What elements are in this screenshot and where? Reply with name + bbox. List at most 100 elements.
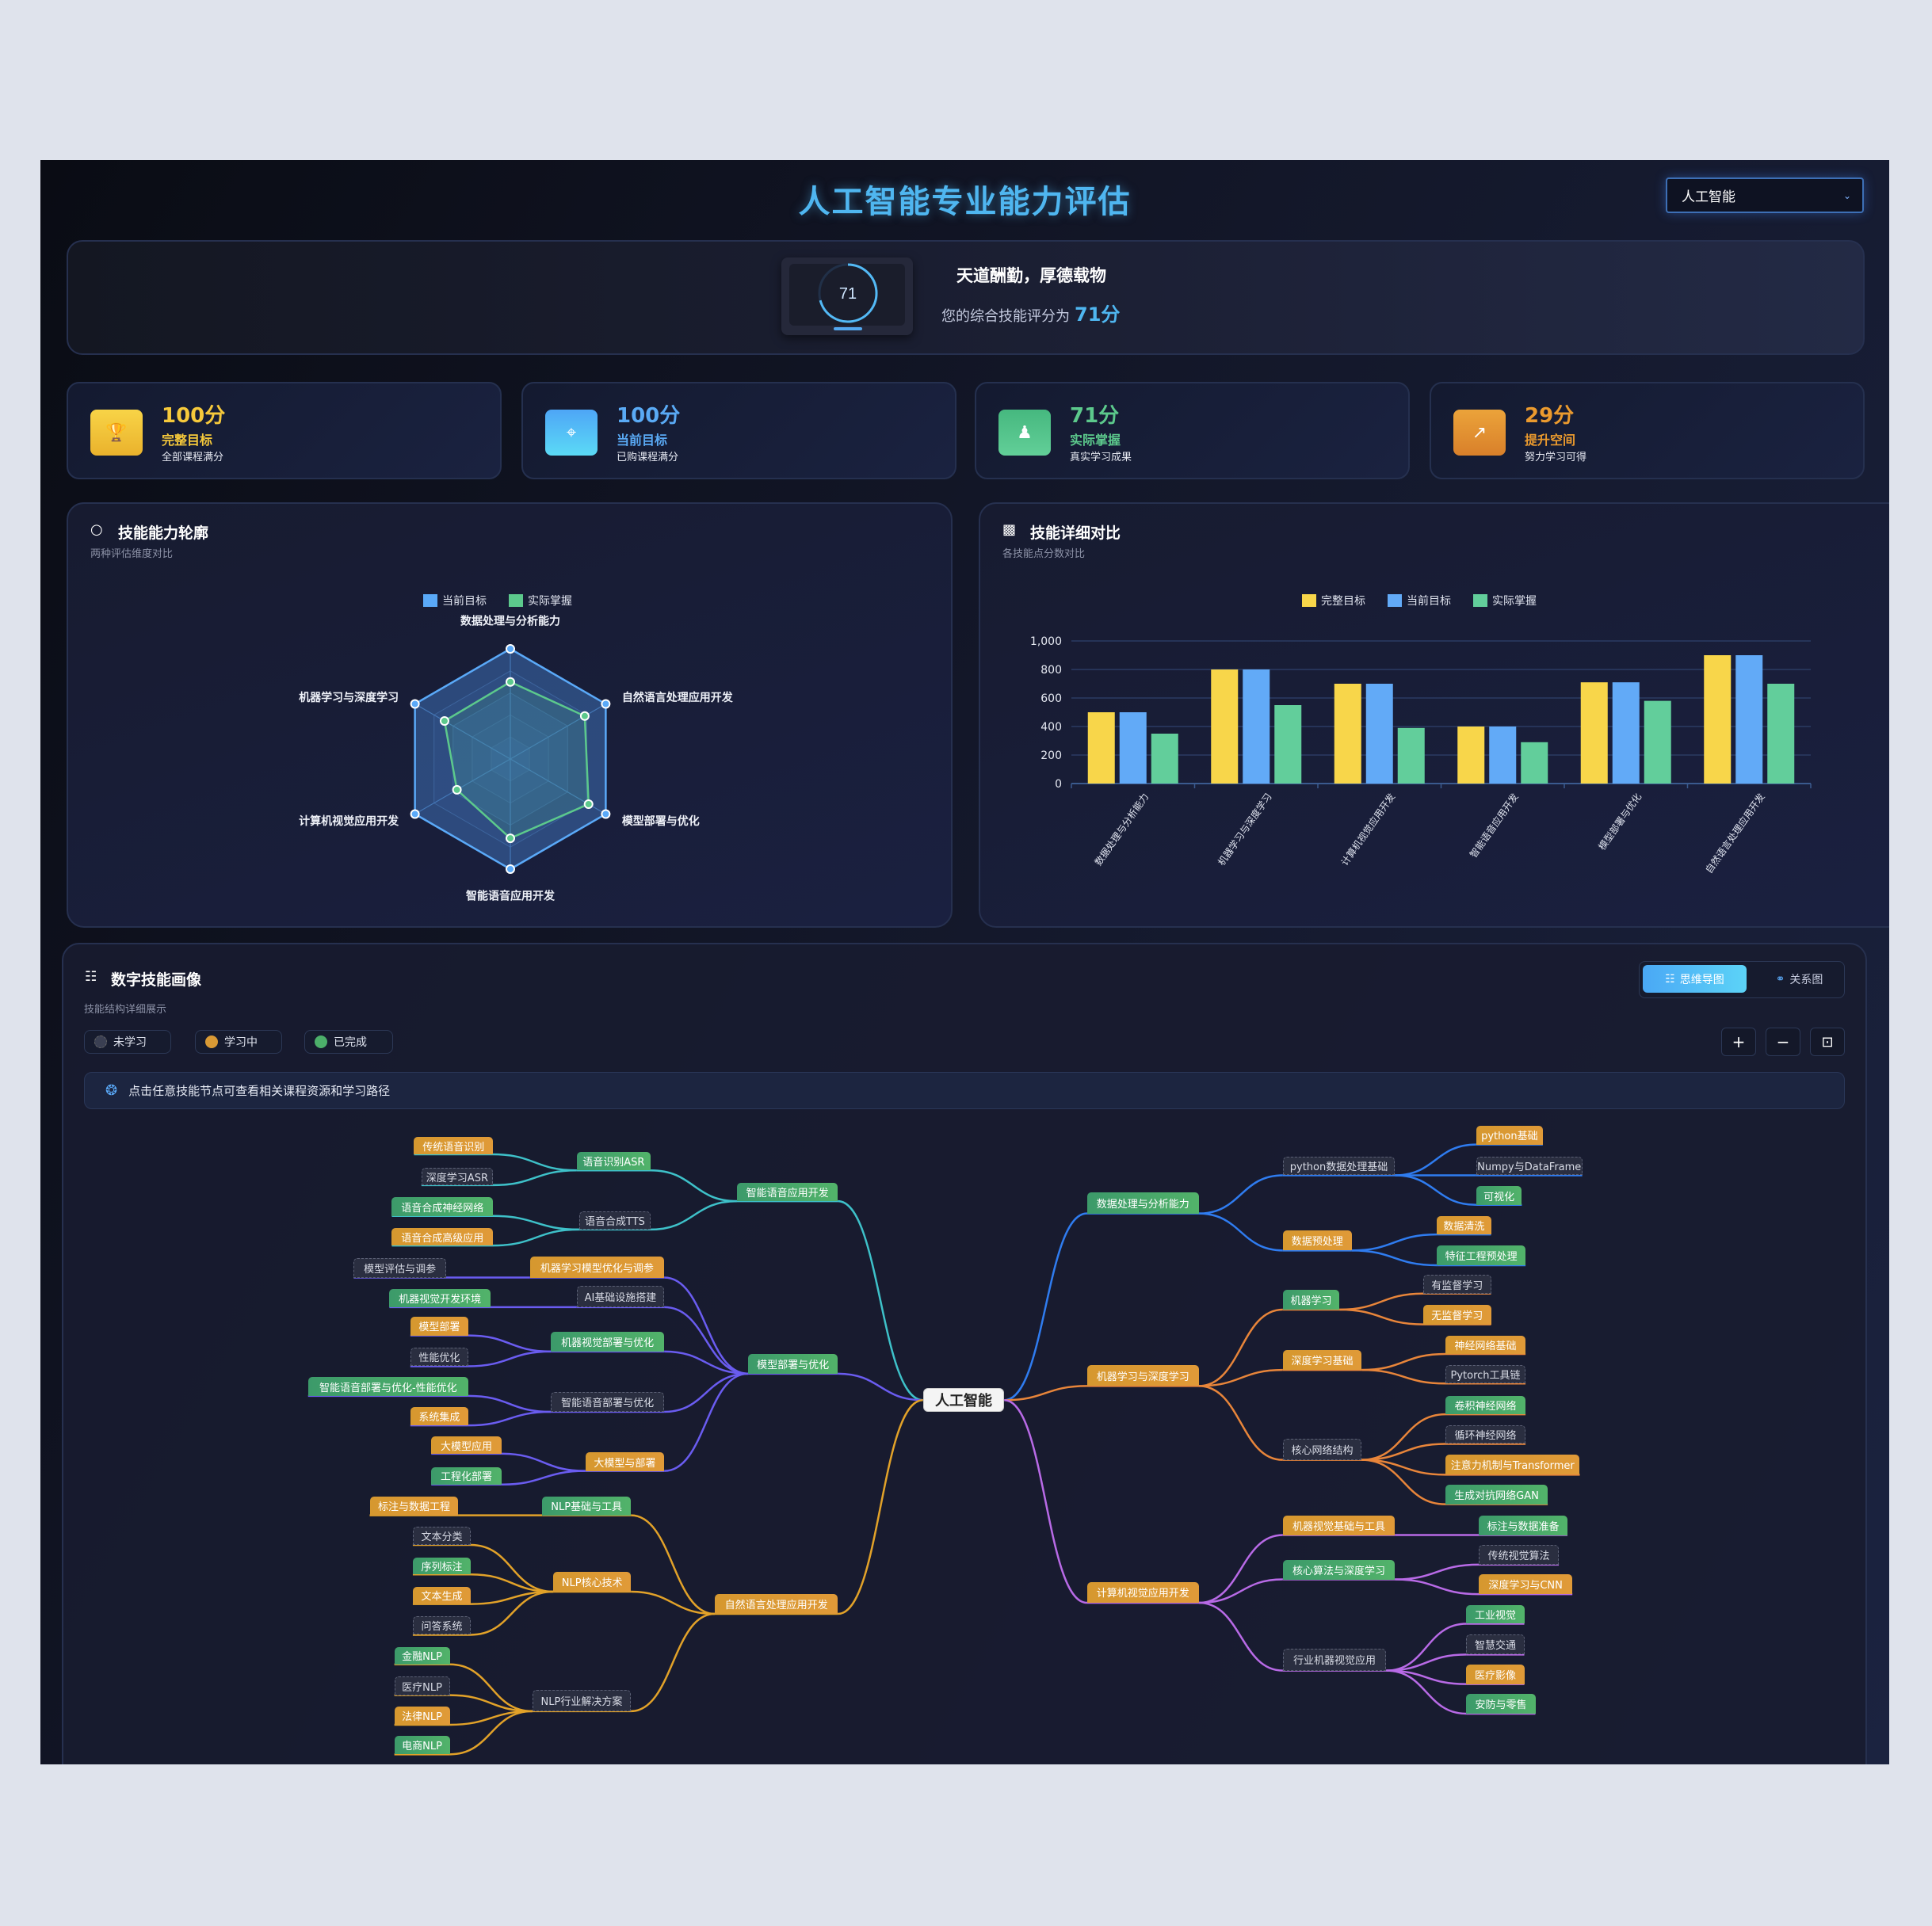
- mindmap-node[interactable]: 语音识别ASR: [576, 1151, 651, 1171]
- mindmap-node[interactable]: 注意力机制与Transformer: [1445, 1455, 1580, 1475]
- mindmap-node[interactable]: 行业机器视觉应用: [1282, 1648, 1387, 1671]
- mindmap-node[interactable]: 无监督学习: [1423, 1304, 1491, 1325]
- mindmap-node[interactable]: 法律NLP: [394, 1706, 450, 1725]
- bar-1: [1489, 727, 1517, 784]
- mindmap-node[interactable]: 金融NLP: [394, 1647, 450, 1665]
- mindmap-node[interactable]: 神经网络基础: [1445, 1335, 1526, 1354]
- mindmap-node[interactable]: 工业视觉: [1466, 1605, 1525, 1624]
- mindmap-node[interactable]: 机器视觉部署与优化: [551, 1331, 665, 1352]
- mindmap-node[interactable]: 机器学习: [1282, 1290, 1340, 1310]
- mindmap-node[interactable]: AI基础设施搭建: [576, 1286, 665, 1307]
- legend-swatch: [1388, 594, 1402, 607]
- mindmap-node[interactable]: NLP核心技术: [553, 1572, 632, 1592]
- mindmap-node[interactable]: 卷积神经网络: [1445, 1395, 1526, 1415]
- mindmap-node[interactable]: NLP基础与工具: [542, 1497, 632, 1516]
- mindmap-node[interactable]: 智慧交通: [1466, 1634, 1525, 1655]
- mindmap-node[interactable]: 传统语音识别: [414, 1137, 493, 1155]
- mindmap-node[interactable]: 深度学习与CNN: [1479, 1574, 1573, 1595]
- mindmap-node[interactable]: Pytorch工具链: [1445, 1364, 1526, 1384]
- mindmap-node[interactable]: 模型评估与调参: [353, 1257, 446, 1278]
- mindmap-node[interactable]: 模型部署: [410, 1317, 468, 1336]
- mindmap-node[interactable]: 生成对抗网络GAN: [1445, 1484, 1548, 1505]
- mindmap-node[interactable]: 语音合成高级应用: [391, 1228, 493, 1246]
- mindmap-node[interactable]: 模型部署与优化: [747, 1353, 838, 1374]
- fit-view-button[interactable]: ⊡: [1810, 1028, 1845, 1056]
- stat-card: ♟ 71分 实际掌握 真实学习成果: [975, 382, 1410, 479]
- tab-relation-graph[interactable]: ⚭ 关系图: [1757, 965, 1842, 993]
- legend-swatch: [423, 594, 437, 607]
- mindmap-node[interactable]: 文本分类: [412, 1526, 471, 1545]
- mindmap-node[interactable]: 传统视觉算法: [1479, 1544, 1560, 1565]
- mindmap-node[interactable]: 系统集成: [410, 1406, 468, 1426]
- mindmap-node[interactable]: 计算机视觉应用开发: [1086, 1581, 1199, 1604]
- mindmap-node[interactable]: 标注与数据准备: [1479, 1515, 1567, 1535]
- mindmap-node[interactable]: 核心算法与深度学习: [1282, 1559, 1396, 1580]
- bar-2: [1274, 705, 1302, 784]
- radar-point: [506, 864, 515, 874]
- tip-bar: ❂ 点击任意技能节点可查看相关课程资源和学习路径: [84, 1072, 1845, 1109]
- radar-point: [410, 809, 420, 819]
- mindmap-node[interactable]: 性能优化: [410, 1348, 468, 1367]
- mindmap-subtitle: 技能结构详细展示: [84, 1004, 167, 1016]
- stat-label: 实际掌握: [1070, 433, 1121, 448]
- bar-0: [1087, 712, 1115, 784]
- legend-completed[interactable]: 已完成: [304, 1030, 393, 1054]
- radar-axis-line: [510, 703, 606, 760]
- zoom-out-button[interactable]: −: [1766, 1028, 1800, 1056]
- mindmap-node[interactable]: 大模型应用: [431, 1436, 502, 1454]
- x-tick-label: 自然语言处理应用开发: [1703, 791, 1767, 875]
- click-hand-icon: ❂: [105, 1082, 118, 1099]
- mindmap-node[interactable]: 医疗影像: [1466, 1664, 1525, 1684]
- mindmap-node[interactable]: python数据处理基础: [1282, 1157, 1396, 1176]
- mindmap-node[interactable]: 工程化部署: [431, 1467, 502, 1485]
- mindmap-root-node[interactable]: 人工智能: [922, 1388, 1005, 1413]
- mindmap-node[interactable]: 数据处理与分析能力: [1086, 1192, 1199, 1214]
- mindmap-node[interactable]: python基础: [1476, 1126, 1543, 1145]
- legend-label: 已完成: [334, 1036, 367, 1049]
- mindmap-node[interactable]: 语音合成TTS: [578, 1211, 651, 1230]
- mindmap-node[interactable]: 问答系统: [412, 1616, 471, 1635]
- mindmap-node[interactable]: 机器学习与深度学习: [1086, 1364, 1199, 1386]
- mindmap-node[interactable]: 循环神经网络: [1445, 1425, 1526, 1444]
- bar-1: [1735, 655, 1763, 784]
- mindmap-node[interactable]: 数据预处理: [1282, 1230, 1352, 1251]
- mindmap-node[interactable]: 智能语音应用开发: [736, 1182, 838, 1202]
- mindmap-node[interactable]: 语音合成神经网络: [391, 1197, 493, 1216]
- mindmap-node[interactable]: 自然语言处理应用开发: [714, 1594, 838, 1615]
- legend-swatch: [1302, 594, 1316, 607]
- mindmap-node[interactable]: 深度学习基础: [1282, 1350, 1362, 1371]
- tab-mindmap[interactable]: ☷ 思维导图: [1643, 965, 1747, 993]
- legend-learning[interactable]: 学习中: [195, 1030, 282, 1054]
- mindmap-node[interactable]: 序列标注: [412, 1557, 471, 1575]
- sitemap-icon: ☷: [1665, 972, 1675, 986]
- zoom-in-button[interactable]: +: [1721, 1028, 1756, 1056]
- bar-2: [1767, 684, 1795, 784]
- mindmap-node[interactable]: 深度学习ASR: [421, 1168, 493, 1185]
- bar-0: [1704, 655, 1732, 784]
- gauge-ring-icon: 71: [789, 263, 905, 330]
- mindmap-node[interactable]: 电商NLP: [394, 1735, 450, 1755]
- mindmap-node[interactable]: 文本生成: [412, 1586, 471, 1604]
- mindmap-node[interactable]: 数据清洗: [1437, 1215, 1491, 1235]
- mindmap-node[interactable]: 标注与数据工程: [369, 1497, 459, 1516]
- legend-not-learned[interactable]: 未学习: [84, 1030, 171, 1054]
- stat-label: 提升空间: [1525, 433, 1576, 448]
- mindmap-node[interactable]: 可视化: [1476, 1186, 1522, 1205]
- stat-description: 已购课程满分: [617, 452, 679, 463]
- mindmap-node[interactable]: 机器学习模型优化与调参: [529, 1257, 665, 1278]
- mindmap-node[interactable]: NLP行业解决方案: [532, 1690, 632, 1711]
- mindmap-node[interactable]: 智能语音部署与优化-性能优化: [307, 1377, 468, 1396]
- mindmap-node[interactable]: 特征工程预处理: [1437, 1245, 1526, 1265]
- mindmap-node[interactable]: 核心网络结构: [1282, 1439, 1362, 1460]
- mindmap-node[interactable]: 大模型与部署: [585, 1452, 665, 1471]
- radar-axis-label: 机器学习与深度学习: [299, 691, 399, 704]
- mindmap-node[interactable]: 智能语音部署与优化: [551, 1392, 665, 1413]
- mindmap-node[interactable]: 安防与零售: [1466, 1694, 1536, 1714]
- mindmap-node[interactable]: 机器视觉基础与工具: [1282, 1515, 1396, 1535]
- radar-panel-title: 技能能力轮廓: [118, 524, 209, 542]
- mindmap-node[interactable]: Numpy与DataFrame: [1476, 1157, 1583, 1176]
- major-select[interactable]: 人工智能 ⌄: [1666, 177, 1864, 213]
- mindmap-node[interactable]: 机器视觉开发环境: [389, 1288, 491, 1307]
- mindmap-node[interactable]: 有监督学习: [1423, 1275, 1491, 1294]
- mindmap-node[interactable]: 医疗NLP: [394, 1676, 450, 1695]
